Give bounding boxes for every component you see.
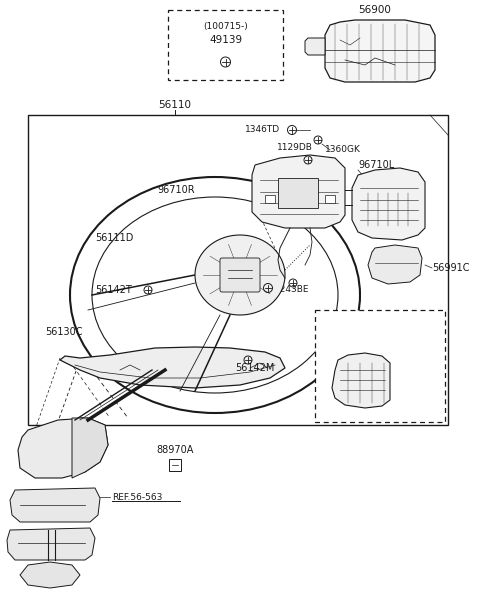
Polygon shape [18,418,108,478]
Polygon shape [72,418,108,478]
Polygon shape [352,168,425,240]
Text: 56900: 56900 [359,5,391,15]
FancyBboxPatch shape [315,310,445,422]
FancyBboxPatch shape [28,115,448,425]
FancyBboxPatch shape [220,258,260,292]
Polygon shape [60,347,285,388]
Polygon shape [252,155,345,228]
Polygon shape [368,245,422,284]
Ellipse shape [195,235,285,315]
Text: 56110: 56110 [158,100,192,110]
Ellipse shape [92,197,338,393]
Text: 56130C: 56130C [45,327,83,337]
Text: (100715-): (100715-) [203,21,248,30]
Polygon shape [10,488,100,522]
Polygon shape [20,562,80,588]
Polygon shape [305,38,325,55]
Text: 1243BE: 1243BE [275,286,310,295]
Bar [265,195,275,203]
Text: 49139: 49139 [209,35,242,45]
Bar [325,195,335,203]
Text: 1360GK: 1360GK [325,146,361,155]
Ellipse shape [70,177,360,413]
Text: (CRUISE ONLY): (CRUISE ONLY) [347,320,413,329]
Bar [169,459,181,471]
Text: 56142T: 56142T [95,285,132,295]
FancyBboxPatch shape [168,10,283,80]
Polygon shape [325,20,435,82]
Text: 96710L: 96710L [358,160,394,170]
Polygon shape [332,353,390,408]
Text: REF.56-563: REF.56-563 [112,493,162,501]
Polygon shape [7,528,95,560]
Text: 56142M: 56142M [235,363,275,373]
Text: 56994A: 56994A [361,340,399,350]
Text: 88970A: 88970A [156,445,194,455]
Text: 1346TD: 1346TD [245,125,280,135]
Bar [278,178,318,208]
Text: 56991C: 56991C [432,263,469,273]
Text: 56111D: 56111D [95,233,133,243]
Text: 1129DB: 1129DB [277,144,313,152]
Text: 96710R: 96710R [157,185,195,195]
